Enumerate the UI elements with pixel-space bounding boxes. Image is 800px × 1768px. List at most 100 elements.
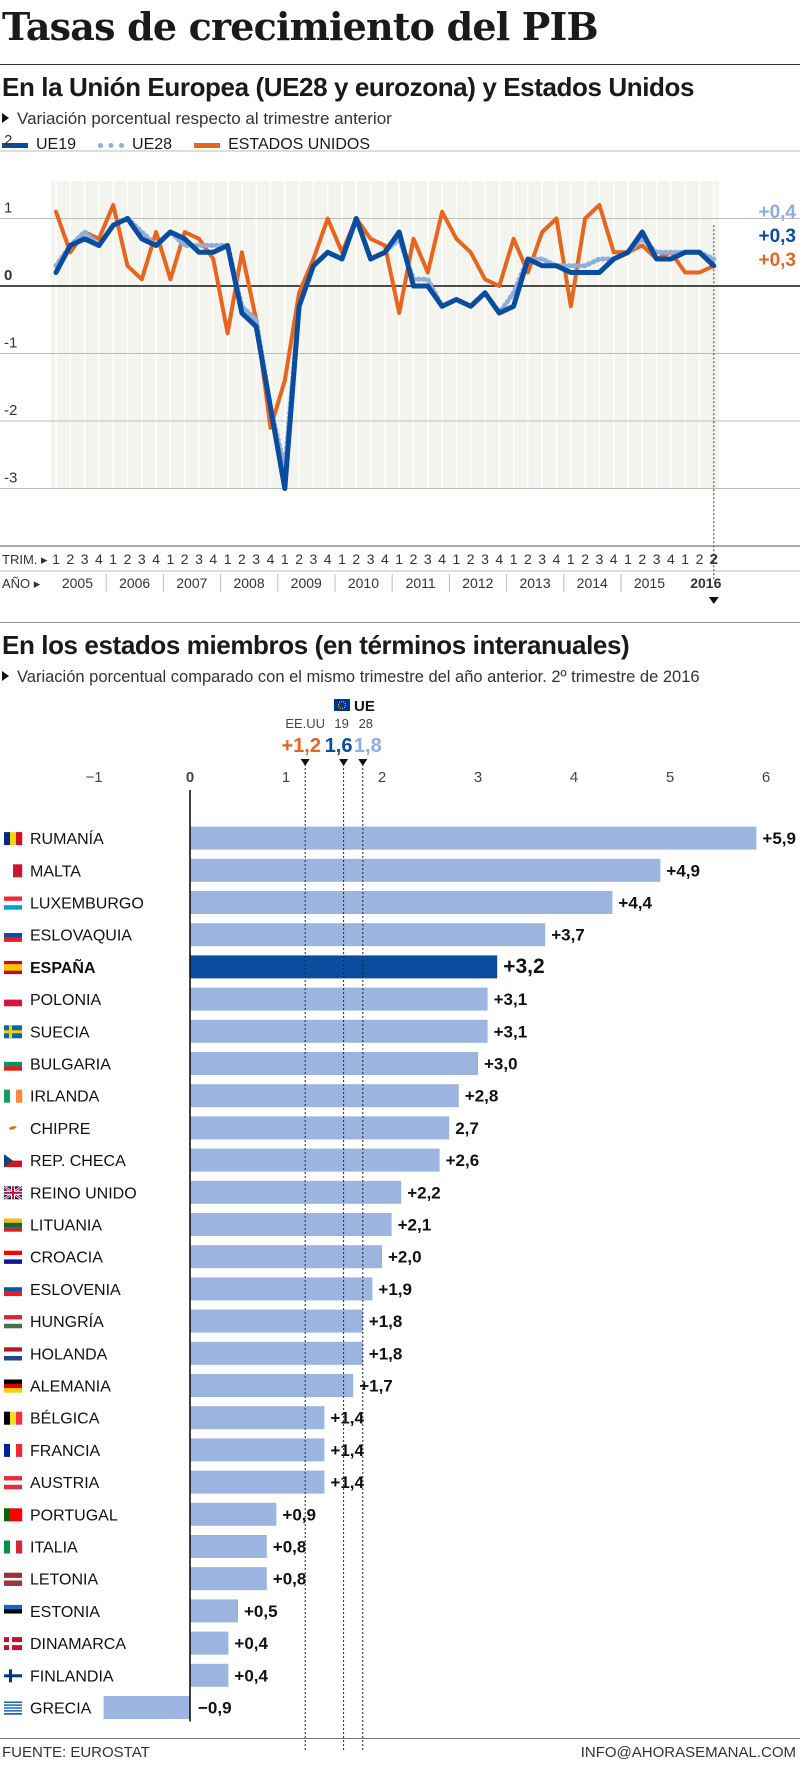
quarter-tick-label: 3 bbox=[367, 551, 375, 567]
flag-stripe bbox=[4, 864, 14, 878]
bar-value-label: +2,2 bbox=[407, 1183, 441, 1202]
flag-stripe bbox=[16, 1089, 23, 1103]
quarter-tick-label: 4 bbox=[381, 551, 389, 567]
flag-stripe bbox=[4, 1484, 22, 1490]
country-flag-icon bbox=[4, 1669, 22, 1683]
country-flag-icon bbox=[4, 1089, 23, 1103]
quarter-tick-label: 4 bbox=[95, 551, 103, 567]
country-flag-icon bbox=[4, 928, 22, 942]
bar-value-label: +3,2 bbox=[503, 955, 544, 978]
country-flag-icon bbox=[3, 1185, 23, 1201]
flag-stripe bbox=[13, 864, 23, 878]
country-label: CHIPRE bbox=[30, 1121, 90, 1138]
flag-stripe bbox=[4, 1355, 22, 1361]
bar-value-label: +3,0 bbox=[484, 1055, 518, 1074]
country-label: LETONIA bbox=[30, 1572, 99, 1589]
country-label: FINLANDIA bbox=[30, 1668, 114, 1685]
flag-stripe bbox=[4, 1411, 11, 1425]
bar bbox=[190, 1245, 382, 1269]
year-tick-label: 2009 bbox=[291, 575, 322, 591]
y-tick-label: 0 bbox=[4, 267, 12, 284]
end-label-ue19: +0,3 bbox=[758, 226, 796, 247]
year-tick-label: 2010 bbox=[348, 575, 379, 591]
flag-stripe bbox=[4, 1388, 22, 1393]
bar-value-label: +1,4 bbox=[330, 1473, 364, 1492]
bar bbox=[190, 1341, 363, 1365]
reference-arrow-icon bbox=[300, 759, 310, 766]
country-label: LITUANIA bbox=[30, 1218, 102, 1235]
country-label: DINAMARCA bbox=[30, 1636, 126, 1653]
quarter-tick-label: 1 bbox=[681, 551, 689, 567]
flag-stripe bbox=[4, 1702, 22, 1705]
country-label: RUMANÍA bbox=[30, 829, 104, 848]
country-flag-icon bbox=[4, 1476, 22, 1490]
year-tick-label: 2005 bbox=[62, 575, 93, 591]
reference-arrow-icon bbox=[339, 759, 349, 766]
bar bbox=[190, 1309, 363, 1333]
series-line-us bbox=[54, 203, 716, 430]
flag-stripe bbox=[16, 1121, 23, 1135]
flag-stripe bbox=[4, 1066, 22, 1071]
country-label: CROACIA bbox=[30, 1250, 103, 1267]
quarter-tick-label: 3 bbox=[252, 551, 260, 567]
flag-stripe bbox=[4, 970, 22, 975]
bar bbox=[190, 1502, 277, 1526]
flag-stripe bbox=[4, 1383, 22, 1389]
x-tick-label: 6 bbox=[762, 769, 770, 786]
bar-value-label: +0,9 bbox=[282, 1505, 316, 1524]
quarter-tick-label: 2 bbox=[238, 551, 246, 567]
country-label: POLONIA bbox=[30, 992, 101, 1009]
country-label: BÉLGICA bbox=[30, 1409, 100, 1428]
ref-name-us: EE.UU bbox=[285, 716, 325, 731]
country-label: ESPAÑA bbox=[30, 957, 96, 977]
bar bbox=[190, 987, 488, 1011]
flag-stripe bbox=[4, 1315, 22, 1320]
flag-stripe bbox=[4, 1540, 11, 1554]
bar bbox=[190, 1374, 354, 1397]
flag-stripe bbox=[4, 1089, 11, 1103]
flag-stripe bbox=[4, 937, 22, 942]
country-label: ESTONIA bbox=[30, 1604, 100, 1621]
flag-stripe bbox=[4, 1323, 22, 1329]
country-label: SUECIA bbox=[30, 1024, 90, 1041]
country-flag-icon bbox=[4, 1572, 22, 1586]
year-tick-label: 2012 bbox=[462, 575, 493, 591]
bar bbox=[190, 923, 546, 947]
bar-value-label: +4,9 bbox=[666, 861, 700, 880]
bar-value-label: +2,6 bbox=[446, 1151, 480, 1170]
flag-stripe bbox=[4, 1708, 22, 1711]
flag-cross bbox=[4, 1030, 22, 1034]
bar bbox=[190, 826, 757, 850]
flag-stripe bbox=[4, 1613, 22, 1619]
bar-value-label: 2,7 bbox=[455, 1119, 479, 1138]
country-flag-icon bbox=[4, 1637, 22, 1651]
legend-swatch-ue19 bbox=[2, 142, 28, 148]
country-label: AUSTRIA bbox=[30, 1475, 100, 1492]
country-flag-icon bbox=[4, 1604, 22, 1619]
flag-stripe bbox=[4, 1379, 22, 1385]
quarter-tick-label: 3 bbox=[538, 551, 546, 567]
country-label: ITALIA bbox=[30, 1540, 78, 1557]
y-tick-label: 2 bbox=[4, 132, 12, 149]
bar-value-label: +1,4 bbox=[330, 1441, 364, 1460]
flag-stripe bbox=[10, 1508, 17, 1522]
flag-stripe bbox=[4, 933, 22, 938]
ref-value-us: +1,2 bbox=[281, 735, 320, 757]
flag-stripe bbox=[4, 1704, 22, 1707]
footer-rule bbox=[0, 1738, 800, 1739]
country-flag-icon bbox=[4, 993, 22, 1007]
legend-item-ue28: UE28 bbox=[98, 136, 172, 154]
y-tick-label: 1 bbox=[4, 200, 12, 217]
bar-chart-title: En los estados miembros (en términos int… bbox=[2, 630, 630, 660]
flag-cross bbox=[4, 1191, 22, 1194]
bar-value-label: +0,8 bbox=[273, 1570, 307, 1589]
flag-stripe bbox=[4, 1282, 22, 1288]
country-flag-icon bbox=[4, 1121, 23, 1135]
country-flag-icon bbox=[4, 1218, 22, 1232]
legend-swatch-ue28 bbox=[98, 142, 125, 148]
bar bbox=[190, 1438, 325, 1462]
flag-stripe bbox=[4, 1287, 22, 1292]
flag-stripe bbox=[4, 1705, 22, 1708]
country-flag-icon bbox=[4, 1347, 22, 1361]
quarter-tick-label: 4 bbox=[495, 551, 503, 567]
